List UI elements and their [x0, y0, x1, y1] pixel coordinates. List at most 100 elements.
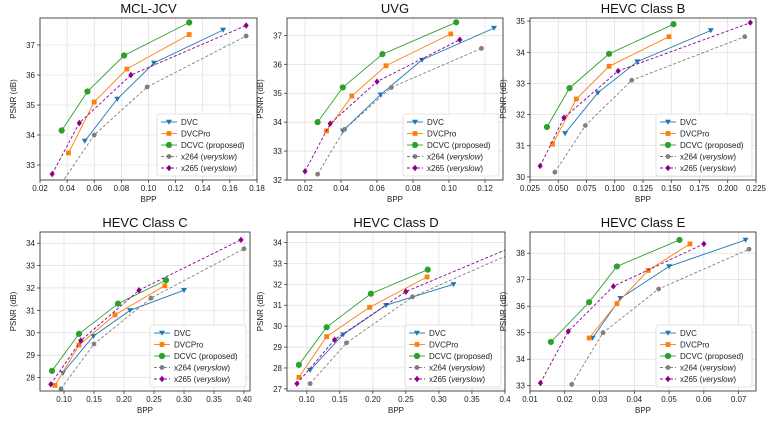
data-point-dvc [491, 25, 497, 31]
x-tick-label: 0.06 [86, 184, 102, 193]
data-point-x264-veryslow [243, 33, 249, 39]
legend-label-dvcpro: DVCPro [680, 341, 710, 350]
legend-marker-x264-veryslow [665, 365, 671, 370]
data-point-x265-veryslow [49, 170, 55, 178]
axes-frame [286, 17, 504, 181]
series-group [537, 19, 753, 175]
legend: DVC DVCPro DCVC (proposed) x264 (veryslow) x… [156, 113, 254, 177]
x-axis-label: BPP [635, 406, 651, 415]
x-tick-label: 0.175 [689, 184, 710, 193]
series-line-x265-veryslow [540, 243, 704, 384]
data-point-x265-veryslow [136, 287, 142, 294]
x-tick-label: 0.40 [236, 395, 252, 404]
series-group [48, 236, 247, 391]
series-line-x265-veryslow [50, 239, 242, 385]
chart-panel-hevc-class-e: 0.01 0.02 0.03 0.04 0.05 0.06 0.07 33 34 35 36 37 38… [499, 215, 757, 415]
legend-box [402, 113, 500, 177]
x-tick-label: 0.08 [405, 184, 421, 193]
chart-panel-uvg: 0.02 0.04 0.06 0.08 0.10 0.12 32 33 34 35 36 37 UVG B… [256, 1, 504, 204]
legend-label-x264-veryslow: x264 (veryslow) [680, 153, 736, 162]
legend-box [156, 113, 254, 177]
data-point-x264-veryslow [552, 169, 558, 175]
x-tick-label: 0.20 [116, 395, 132, 404]
data-point-x264-veryslow [629, 77, 635, 83]
legend-label-dvc: DVC [181, 118, 198, 127]
x-tick-label: 0.30 [176, 395, 192, 404]
data-point-dvcpro [550, 141, 555, 147]
chart-panel-hevc-class-b: 0.025 0.050 0.075 0.100 0.125 0.150 0.175 0.200… [499, 1, 766, 204]
y-tick-label: 34 [273, 238, 282, 247]
series-line-dcvc-proposed [317, 21, 457, 123]
series-line-dcvc-proposed [61, 22, 190, 131]
data-point-dvcpro [606, 63, 612, 69]
data-point-dvcpro [367, 304, 372, 310]
chart-panel-hevc-class-c: 0.10 0.15 0.20 0.25 0.30 0.35 0.40 28 29 30 31 32 33… [9, 215, 252, 415]
legend-marker-x265-veryslow [166, 164, 172, 172]
data-point-x265-veryslow [128, 71, 134, 79]
data-point-dvcpro [666, 34, 672, 40]
chart-title: MCL-JCV [120, 1, 177, 16]
data-point-dcvc-proposed [586, 299, 593, 306]
legend-marker-dvcpro [414, 342, 420, 347]
y-tick-label: 33 [26, 161, 35, 170]
legend-label-dvcpro: DVCPro [174, 341, 204, 350]
legend-label-dvc: DVC [427, 118, 444, 127]
x-tick-label: 0.4 [499, 395, 511, 404]
x-tick-label: 0.06 [369, 184, 385, 193]
axes-frame [529, 231, 757, 392]
legend: DVC DVCPro DCVC (proposed) x264 (veryslow) x… [404, 324, 502, 388]
data-point-x265-veryslow [565, 328, 571, 335]
data-point-x265-veryslow [747, 19, 753, 26]
x-tick-label: 0.15 [332, 395, 348, 404]
legend: DVC DVCPro DCVC (proposed) x264 (veryslow) x… [149, 324, 247, 388]
data-point-x265-veryslow [457, 36, 463, 43]
chart-title: HEVC Class C [102, 215, 187, 230]
legend-label-x264-veryslow: x264 (veryslow) [680, 364, 736, 373]
legend-marker-dvc [159, 330, 165, 336]
data-point-dvc [220, 27, 227, 33]
legend-label-dcvc-proposed: DCVC (proposed) [680, 141, 744, 150]
legend-label-dvcpro: DVCPro [429, 341, 459, 350]
legend-label-dcvc-proposed: DCVC (proposed) [429, 352, 493, 361]
x-tick-label: 0.06 [696, 395, 712, 404]
data-point-x265-veryslow [76, 119, 82, 127]
x-tick-label: 0.150 [661, 184, 682, 193]
data-point-dcvc-proposed [676, 236, 683, 244]
data-point-x264-veryslow [315, 171, 321, 177]
legend-label-x264-veryslow: x264 (veryslow) [429, 364, 485, 373]
legend-marker-x265-veryslow [412, 164, 418, 172]
series-line-x264-veryslow [60, 248, 245, 390]
legend-label-x264-veryslow: x264 (veryslow) [181, 153, 237, 162]
data-point-x264-veryslow [410, 294, 415, 300]
legend-marker-dvcpro [665, 342, 671, 347]
data-point-x265-veryslow [302, 168, 308, 175]
series-line-dvc [342, 27, 495, 132]
data-point-x265-veryslow [48, 381, 54, 388]
legend-marker-x265-veryslow [414, 375, 420, 383]
y-tick-label: 34 [516, 48, 525, 57]
series-line-dvcpro [298, 276, 428, 378]
y-tick-label: 34 [273, 118, 282, 127]
x-tick-label: 0.16 [222, 184, 238, 193]
legend-label-dcvc-proposed: DCVC (proposed) [181, 141, 245, 150]
y-tick-label: 36 [273, 60, 282, 69]
legend-marker-dcvc-proposed [411, 141, 419, 149]
y-tick-label: 32 [516, 111, 525, 120]
x-tick-label: 0.100 [605, 184, 626, 193]
legend-marker-x264-veryslow [159, 365, 165, 370]
y-axis-label: PSNR (dB) [9, 79, 18, 119]
y-tick-label: 37 [273, 31, 282, 40]
x-tick-label: 0.125 [633, 184, 654, 193]
y-tick-label: 33 [516, 79, 525, 88]
data-point-x264-veryslow [746, 246, 752, 252]
y-tick-label: 30 [516, 173, 525, 182]
data-point-dvcpro [124, 66, 130, 72]
series-line-dvc [564, 30, 711, 134]
series-line-dvcpro [54, 285, 166, 386]
chart-title: UVG [381, 1, 409, 16]
data-point-x264-veryslow [58, 386, 64, 391]
y-tick-label: 30 [26, 329, 35, 338]
legend-label-x265-veryslow: x265 (veryslow) [680, 375, 736, 384]
series-line-dvc [84, 29, 224, 142]
y-tick-label: 29 [273, 343, 282, 352]
